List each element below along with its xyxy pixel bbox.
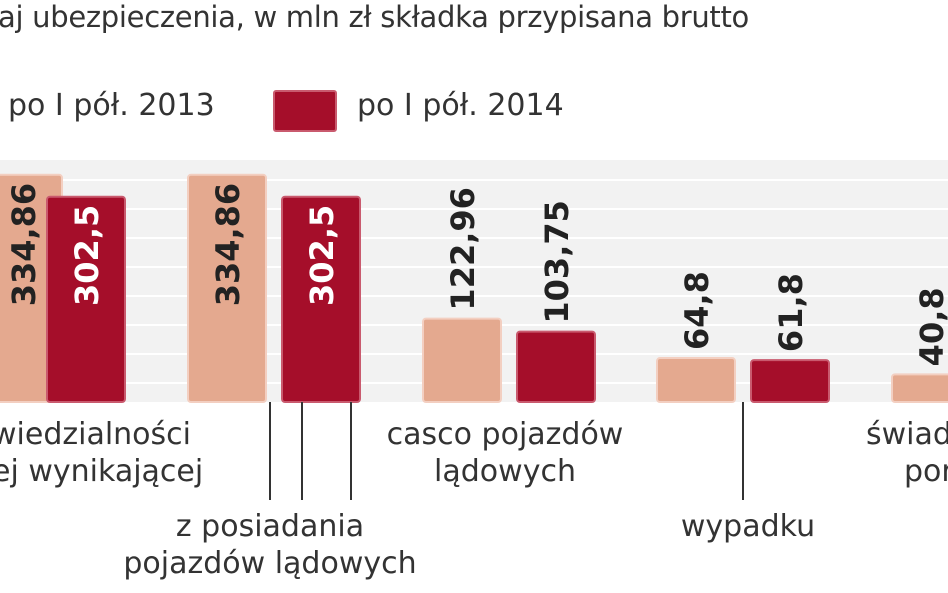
category-label: świad por: [866, 417, 948, 489]
data-label: 122,96: [444, 187, 482, 310]
legend-label-2014: po I pół. 2014: [357, 88, 564, 123]
legend-swatch-2014: [273, 90, 337, 132]
bar: [656, 357, 736, 404]
bar: [750, 359, 830, 403]
legend-label-2013: po I pół. 2013: [8, 88, 215, 123]
bar: [187, 173, 267, 403]
data-label: 103,75: [538, 200, 576, 323]
data-label: 302,5: [68, 205, 106, 306]
data-label: 334,86: [209, 183, 247, 306]
bar: [891, 373, 948, 403]
data-label: 302,5: [303, 205, 341, 306]
bar: [422, 317, 502, 403]
category-label: z posiadania pojazdów lądowych: [123, 509, 417, 581]
category-label: wiedzialności ej wynikającej: [0, 417, 204, 489]
data-label: 64,8: [678, 271, 716, 350]
bar: [281, 195, 361, 403]
bar: [46, 195, 126, 403]
data-label: 334,86: [5, 183, 43, 306]
bar: [516, 330, 596, 403]
chart-title: aj ubezpieczenia, w mln zł składka przyp…: [0, 0, 750, 34]
data-label: 40,8: [913, 287, 948, 366]
data-label: 61,8: [772, 273, 810, 352]
category-label: casco pojazdów lądowych: [386, 417, 624, 489]
category-label: wypadku: [680, 509, 816, 544]
